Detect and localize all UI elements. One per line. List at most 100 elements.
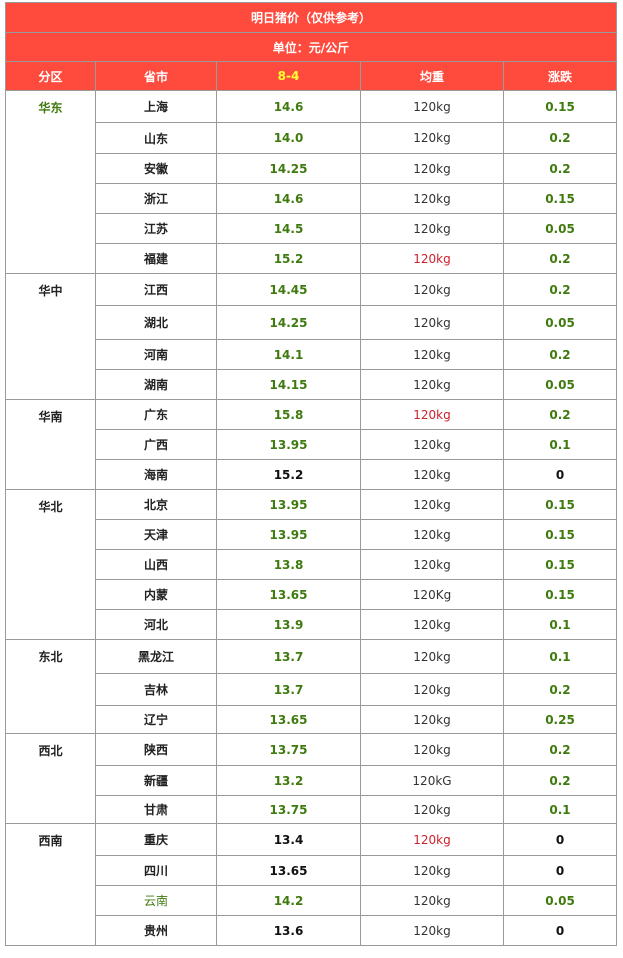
table-row: 贵州 13.6 120kg 0 xyxy=(6,915,617,946)
change-cell: 0.25 xyxy=(503,705,617,734)
table-row: 西北 陕西 13.75 120kg 0.2 xyxy=(5,733,617,824)
table-row: 安徽 14.25 120kg 0.2 xyxy=(6,153,617,184)
table-row: 华北 北京 13.95 120kg 0.15 xyxy=(5,489,617,640)
table-title: 明日猪价（仅供参考） xyxy=(5,2,617,33)
unit-row: 单位：元/公斤 xyxy=(5,32,617,62)
table-row: 湖南 14.15 120kg 0.05 xyxy=(6,369,617,400)
change-cell: 0.2 xyxy=(503,673,617,706)
weight-cell: 120kg xyxy=(360,90,504,123)
change-cell: 0.05 xyxy=(503,885,617,916)
table-row: 山西 13.8 120kg 0.15 xyxy=(6,549,617,580)
weight-cell: 120kg xyxy=(360,305,504,340)
weight-cell: 120kg xyxy=(360,733,504,766)
price-cell: 13.95 xyxy=(216,489,361,520)
province-cell: 河北 xyxy=(95,609,217,640)
province-cell: 四川 xyxy=(95,855,217,886)
province-cell: 福建 xyxy=(95,243,217,274)
change-cell: 0.15 xyxy=(503,579,617,610)
weight-cell: 120Kg xyxy=(360,579,504,610)
table-row: 东北 黑龙江 13.7 120kg 0.1 xyxy=(5,639,617,734)
region-xibei: 西北 xyxy=(5,733,96,824)
table-row: 新疆 13.2 120kG 0.2 xyxy=(6,765,617,796)
change-cell: 0.05 xyxy=(503,213,617,244)
weight-cell: 120kg xyxy=(360,429,504,460)
price-cell: 13.95 xyxy=(216,519,361,550)
weight-cell: 120kg xyxy=(360,795,504,824)
province-cell: 广东 xyxy=(95,399,217,430)
province-cell: 河南 xyxy=(95,339,217,370)
price-cell: 13.6 xyxy=(216,915,361,946)
table-row: 河北 13.9 120kg 0.1 xyxy=(6,609,617,640)
weight-cell: 120kg xyxy=(360,639,504,674)
change-cell: 0.15 xyxy=(503,489,617,520)
province-cell: 浙江 xyxy=(95,183,217,214)
change-cell: 0.1 xyxy=(503,609,617,640)
table-row: 甘肃 13.75 120kg 0.1 xyxy=(6,795,617,824)
weight-cell: 120kg xyxy=(360,823,504,856)
table-row: 浙江 14.6 120kg 0.15 xyxy=(6,183,617,214)
change-cell: 0.2 xyxy=(503,243,617,274)
change-cell: 0 xyxy=(503,823,617,856)
header-row: 分区 省市 8-4 均重 涨跌 xyxy=(5,61,617,91)
province-cell: 天津 xyxy=(95,519,217,550)
price-cell: 14.15 xyxy=(216,369,361,400)
province-cell: 吉林 xyxy=(95,673,217,706)
change-cell: 0.2 xyxy=(503,733,617,766)
unit-label: 单位：元/公斤 xyxy=(5,32,617,62)
price-cell: 14.45 xyxy=(216,273,361,306)
table-row: 华东 上海 14.6 120kg 0.15 xyxy=(5,90,617,274)
title-row: 明日猪价（仅供参考） xyxy=(5,2,617,33)
province-cell: 江西 xyxy=(95,273,217,306)
table-row: 天津 13.95 120kg 0.15 xyxy=(6,519,617,550)
change-cell: 0.05 xyxy=(503,369,617,400)
province-cell: 上海 xyxy=(95,90,217,123)
price-cell: 13.65 xyxy=(216,579,361,610)
table-row: 福建 15.2 120kg 0.2 xyxy=(6,243,617,274)
table-row: 湖北 14.25 120kg 0.05 xyxy=(6,305,617,340)
change-cell: 0.2 xyxy=(503,273,617,306)
table-row: 江苏 14.5 120kg 0.05 xyxy=(6,213,617,244)
price-cell: 13.65 xyxy=(216,855,361,886)
province-cell: 江苏 xyxy=(95,213,217,244)
table-row: 辽宁 13.65 120kg 0.25 xyxy=(6,705,617,734)
table-row: 内蒙 13.65 120Kg 0.15 xyxy=(6,579,617,610)
table-row: 华中 江西 14.45 120kg 0.2 xyxy=(5,273,617,400)
price-cell: 14.0 xyxy=(216,122,361,154)
province-cell: 内蒙 xyxy=(95,579,217,610)
table-row: 四川 13.65 120kg 0 xyxy=(6,855,617,886)
change-cell: 0.2 xyxy=(503,399,617,430)
region-xinan: 西南 xyxy=(5,823,96,946)
weight-cell: 120kG xyxy=(360,765,504,796)
province-cell: 贵州 xyxy=(95,915,217,946)
weight-cell: 120kg xyxy=(360,549,504,580)
col-header-weight: 均重 xyxy=(360,61,504,91)
col-header-change: 涨跌 xyxy=(503,61,617,91)
change-cell: 0.2 xyxy=(503,339,617,370)
price-cell: 13.95 xyxy=(216,429,361,460)
weight-cell: 120kg xyxy=(360,339,504,370)
table-row: 华南 广东 15.8 120kg 0.2 xyxy=(5,399,617,490)
change-cell: 0.2 xyxy=(503,122,617,154)
province-cell: 海南 xyxy=(95,459,217,490)
province-cell: 湖南 xyxy=(95,369,217,400)
price-cell: 13.9 xyxy=(216,609,361,640)
change-cell: 0.05 xyxy=(503,305,617,340)
change-cell: 0.2 xyxy=(503,153,617,184)
province-cell: 广西 xyxy=(95,429,217,460)
table-row: 广西 13.95 120kg 0.1 xyxy=(6,429,617,460)
change-cell: 0.15 xyxy=(503,519,617,550)
table-row: 河南 14.1 120kg 0.2 xyxy=(6,339,617,370)
change-cell: 0.15 xyxy=(503,183,617,214)
change-cell: 0.15 xyxy=(503,549,617,580)
weight-cell: 120kg xyxy=(360,855,504,886)
weight-cell: 120kg xyxy=(360,519,504,550)
change-cell: 0 xyxy=(503,459,617,490)
province-cell: 北京 xyxy=(95,489,217,520)
weight-cell: 120kg xyxy=(360,243,504,274)
province-cell: 湖北 xyxy=(95,305,217,340)
change-cell: 0.1 xyxy=(503,429,617,460)
weight-cell: 120kg xyxy=(360,459,504,490)
weight-cell: 120kg xyxy=(360,489,504,520)
province-cell: 新疆 xyxy=(95,765,217,796)
province-cell: 甘肃 xyxy=(95,795,217,824)
